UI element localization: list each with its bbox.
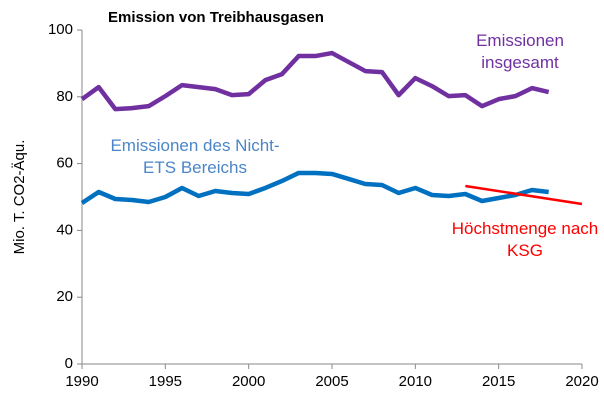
series-label-text: Emissionen des Nicht-ETS Bereichs xyxy=(110,136,280,177)
x-tick-label: 1995 xyxy=(149,373,182,390)
series-label-text: Höchstmenge nach KSG xyxy=(451,219,599,260)
y-tick-label: 20 xyxy=(56,288,73,305)
y-tick-label: 60 xyxy=(56,155,73,172)
series-line xyxy=(80,170,549,205)
x-tick-label: 2000 xyxy=(232,373,265,390)
series-line xyxy=(465,184,583,206)
series-label: Höchstmenge nach KSG xyxy=(451,219,599,260)
series-line xyxy=(80,50,550,112)
series-label: Emissionen insgesamt xyxy=(476,31,564,72)
y-axis-label: Mio. T. CO2-Äqu. xyxy=(11,140,28,255)
y-tick-label: 0 xyxy=(65,355,73,372)
y-tick-label: 40 xyxy=(56,221,73,238)
x-tick-label: 1990 xyxy=(65,373,98,390)
series-label-text: Emissionen insgesamt xyxy=(476,31,564,72)
x-tick-label: 2020 xyxy=(565,373,598,390)
x-tick-label: 2010 xyxy=(399,373,432,390)
chart-title: Emission von Treibhausgasen xyxy=(108,9,324,26)
series-label: Emissionen des Nicht-ETS Bereichs xyxy=(110,136,280,177)
x-tick-label: 2005 xyxy=(315,373,348,390)
y-tick-label: 100 xyxy=(48,21,73,38)
y-tick-label: 80 xyxy=(56,88,73,105)
x-tick-label: 2015 xyxy=(482,373,515,390)
